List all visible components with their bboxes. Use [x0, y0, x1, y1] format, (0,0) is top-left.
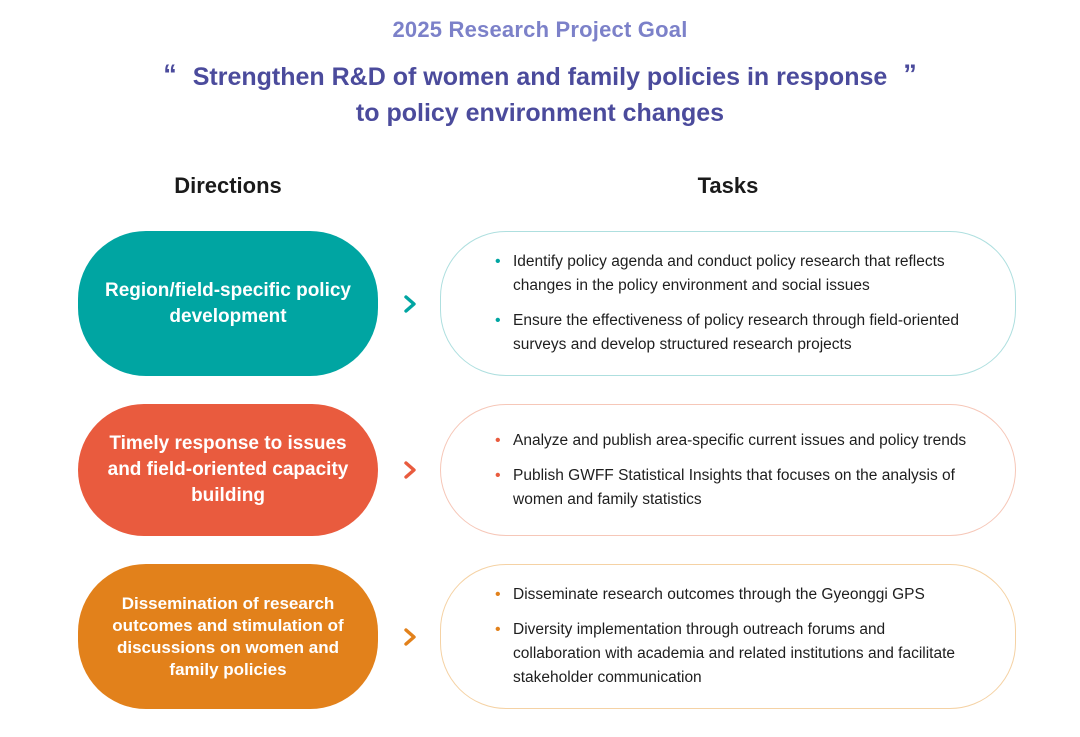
close-quote: ”: [903, 59, 917, 89]
direction-pill: Timely response to issues and field-orie…: [78, 404, 378, 536]
column-headers: Directions Tasks: [0, 173, 1080, 199]
direction-pill: Dissemination of research outcomes and s…: [78, 564, 378, 709]
chevron-right-icon: [378, 564, 440, 709]
column-header-spacer: [378, 173, 440, 199]
task-box: Analyze and publish area-specific curren…: [440, 404, 1016, 536]
chevron-right-icon: [378, 404, 440, 536]
page-title-text-line1: Strengthen R&D of women and family polic…: [192, 63, 888, 91]
task-item: Identify policy agenda and conduct polic…: [491, 250, 977, 298]
tasks-column-header: Tasks: [697, 173, 759, 198]
task-box: Identify policy agenda and conduct polic…: [440, 231, 1016, 376]
open-quote: “: [163, 59, 177, 89]
direction-pill: Region/field-specific policy development: [78, 231, 378, 376]
row-dissemination: Dissemination of research outcomes and s…: [78, 564, 1016, 709]
task-item: Disseminate research outcomes through th…: [491, 583, 977, 607]
row-region-policy: Region/field-specific policy development…: [78, 231, 1016, 376]
page-title-line1: “ Strengthen R&D of women and family poli…: [0, 58, 1080, 95]
task-item: Analyze and publish area-specific curren…: [491, 429, 977, 453]
task-item: Diversity implementation through outreac…: [491, 618, 977, 690]
chevron-right-icon: [378, 231, 440, 376]
task-box: Disseminate research outcomes through th…: [440, 564, 1016, 709]
rows-container: Region/field-specific policy development…: [0, 231, 1080, 709]
page-subtitle: 2025 Research Project Goal: [392, 17, 688, 42]
task-item: Publish GWFF Statistical Insights that f…: [491, 464, 977, 512]
infographic-page: 2025 Research Project Goal “ Strengthen R…: [0, 17, 1080, 737]
page-title-text-line2: to policy environment changes: [355, 99, 725, 127]
task-item: Ensure the effectiveness of policy resea…: [491, 309, 977, 357]
directions-column-header: Directions: [174, 173, 282, 198]
page-title: “ Strengthen R&D of women and family poli…: [0, 58, 1080, 131]
row-timely-response: Timely response to issues and field-orie…: [78, 404, 1016, 536]
